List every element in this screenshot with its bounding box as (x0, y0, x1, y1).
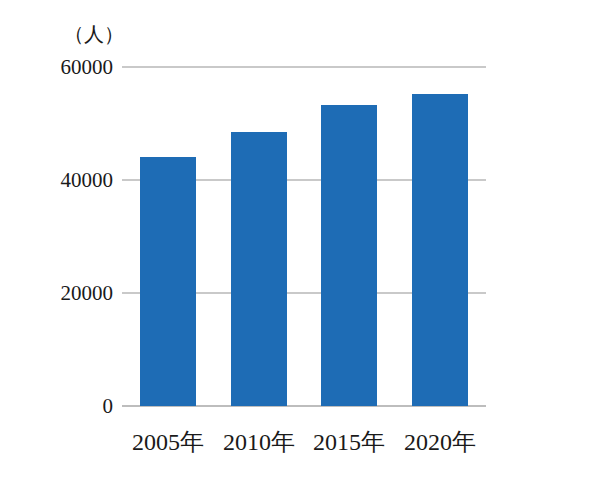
x-tick-label-2010: 2010年 (211, 428, 307, 456)
y-tick-label-60000: 60000 (18, 55, 113, 79)
y-axis-unit-label: （人） (55, 22, 133, 46)
gridline-60000 (122, 66, 486, 68)
bar-chart: （人） 60000 40000 20000 0 2005年 2010年 2015… (0, 0, 600, 480)
bar-2005 (140, 157, 196, 406)
bar-2010 (231, 132, 287, 406)
bar-2015 (321, 105, 377, 406)
x-tick-label-2020: 2020年 (392, 428, 488, 456)
y-tick-label-0: 0 (18, 394, 113, 418)
x-tick-label-2015: 2015年 (301, 428, 397, 456)
bar-2020 (412, 94, 468, 406)
y-tick-label-40000: 40000 (18, 168, 113, 192)
y-tick-label-20000: 20000 (18, 281, 113, 305)
x-tick-label-2005: 2005年 (120, 428, 216, 456)
plot-area (122, 67, 486, 406)
